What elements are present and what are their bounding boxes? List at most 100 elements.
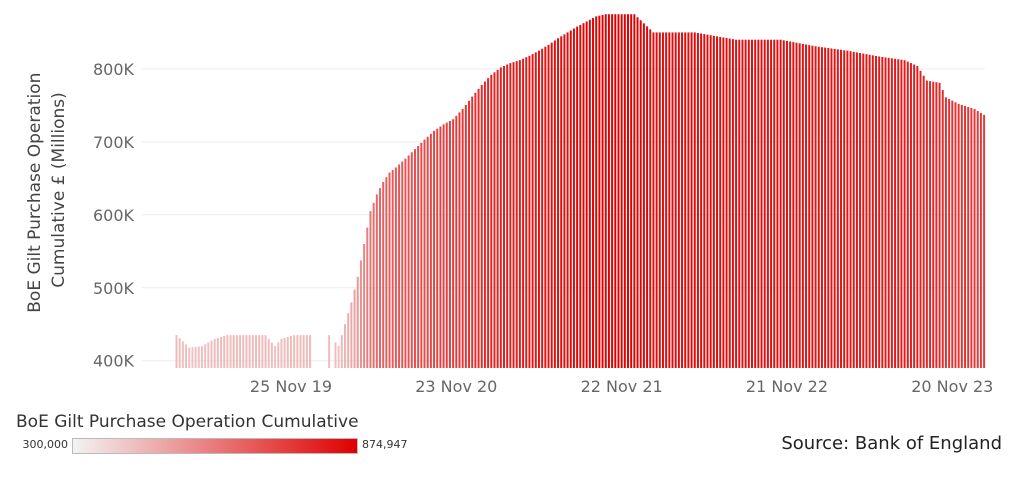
bar <box>251 335 254 368</box>
bar <box>394 167 397 368</box>
bar <box>789 41 792 368</box>
bar <box>293 335 296 368</box>
bar <box>420 142 423 368</box>
bar <box>805 44 808 368</box>
y-tick-label: 600K <box>93 206 135 225</box>
bar <box>909 63 912 368</box>
bar <box>347 313 350 368</box>
bar <box>264 335 267 368</box>
color-legend: BoE Gilt Purchase Operation Cumulative 3… <box>16 412 436 462</box>
bar <box>204 344 207 368</box>
y-axis-ticks: 400K 500K 600K 700K 800K <box>93 60 135 371</box>
bar <box>814 46 817 368</box>
bar <box>677 32 680 369</box>
bar <box>289 336 292 368</box>
bar <box>572 28 575 368</box>
source-credit: Source: Bank of England <box>781 433 1002 454</box>
bar <box>604 14 607 368</box>
bar <box>436 128 439 368</box>
bar <box>372 202 375 368</box>
bar <box>178 338 181 368</box>
bar <box>760 39 763 368</box>
bar <box>283 337 286 368</box>
bar <box>614 14 617 368</box>
bar <box>382 181 385 368</box>
bar <box>353 289 356 368</box>
bar <box>433 130 436 368</box>
bar <box>849 51 852 368</box>
bar <box>185 344 188 368</box>
bar <box>649 29 652 368</box>
bar <box>598 15 601 368</box>
bar <box>836 49 839 368</box>
bar <box>220 337 223 368</box>
bar <box>588 19 591 369</box>
bar <box>280 338 283 368</box>
bar <box>763 39 766 368</box>
bar <box>696 32 699 369</box>
bar <box>766 39 769 368</box>
bar <box>194 346 197 368</box>
legend-min-label: 300,000 <box>22 438 69 451</box>
bar <box>779 39 782 368</box>
bar <box>518 60 521 369</box>
bar <box>875 55 877 369</box>
bar <box>369 211 372 368</box>
bar <box>379 188 381 368</box>
bar <box>579 24 582 368</box>
bar <box>668 32 671 369</box>
bar <box>407 155 410 368</box>
bar <box>350 302 353 368</box>
bar <box>522 58 525 368</box>
bar <box>960 104 963 368</box>
bar <box>852 51 855 368</box>
bar <box>471 96 474 369</box>
bar <box>919 70 922 368</box>
y-tick-label: 800K <box>93 60 135 79</box>
bar <box>595 16 598 368</box>
bar <box>795 42 798 369</box>
bar <box>401 161 404 368</box>
bar <box>652 32 655 369</box>
bar <box>547 44 550 368</box>
bar <box>464 104 467 368</box>
bar <box>728 38 731 368</box>
bar <box>674 32 677 369</box>
bar <box>496 69 499 369</box>
bar <box>213 338 216 368</box>
bar <box>824 47 827 368</box>
x-tick-label: 22 Nov 21 <box>581 377 663 396</box>
bar <box>929 81 932 369</box>
bar <box>639 20 642 368</box>
bar <box>305 335 308 368</box>
bar <box>566 32 569 369</box>
bar <box>627 14 629 368</box>
bar <box>833 48 836 368</box>
bar <box>223 336 226 368</box>
bar <box>490 74 493 369</box>
x-axis-ticks: 25 Nov 19 23 Nov 20 22 Nov 21 21 Nov 22 20 N… <box>250 377 993 396</box>
bar <box>782 40 785 368</box>
bar <box>925 80 928 368</box>
bar <box>413 149 416 368</box>
bar <box>468 100 471 368</box>
bar <box>693 32 696 369</box>
bar <box>493 72 496 368</box>
bar <box>620 14 623 368</box>
bar <box>973 109 976 369</box>
bar <box>258 335 261 368</box>
bar <box>534 52 537 369</box>
bar <box>871 55 874 368</box>
bar <box>611 14 614 368</box>
bar <box>429 133 432 368</box>
bar <box>716 36 718 368</box>
bar <box>388 172 391 368</box>
bar <box>964 105 966 369</box>
bar <box>226 335 229 368</box>
bar <box>731 39 734 368</box>
bar <box>242 335 245 368</box>
bar <box>878 56 881 368</box>
bar <box>932 81 935 369</box>
bar <box>452 119 455 369</box>
bar <box>983 114 986 368</box>
